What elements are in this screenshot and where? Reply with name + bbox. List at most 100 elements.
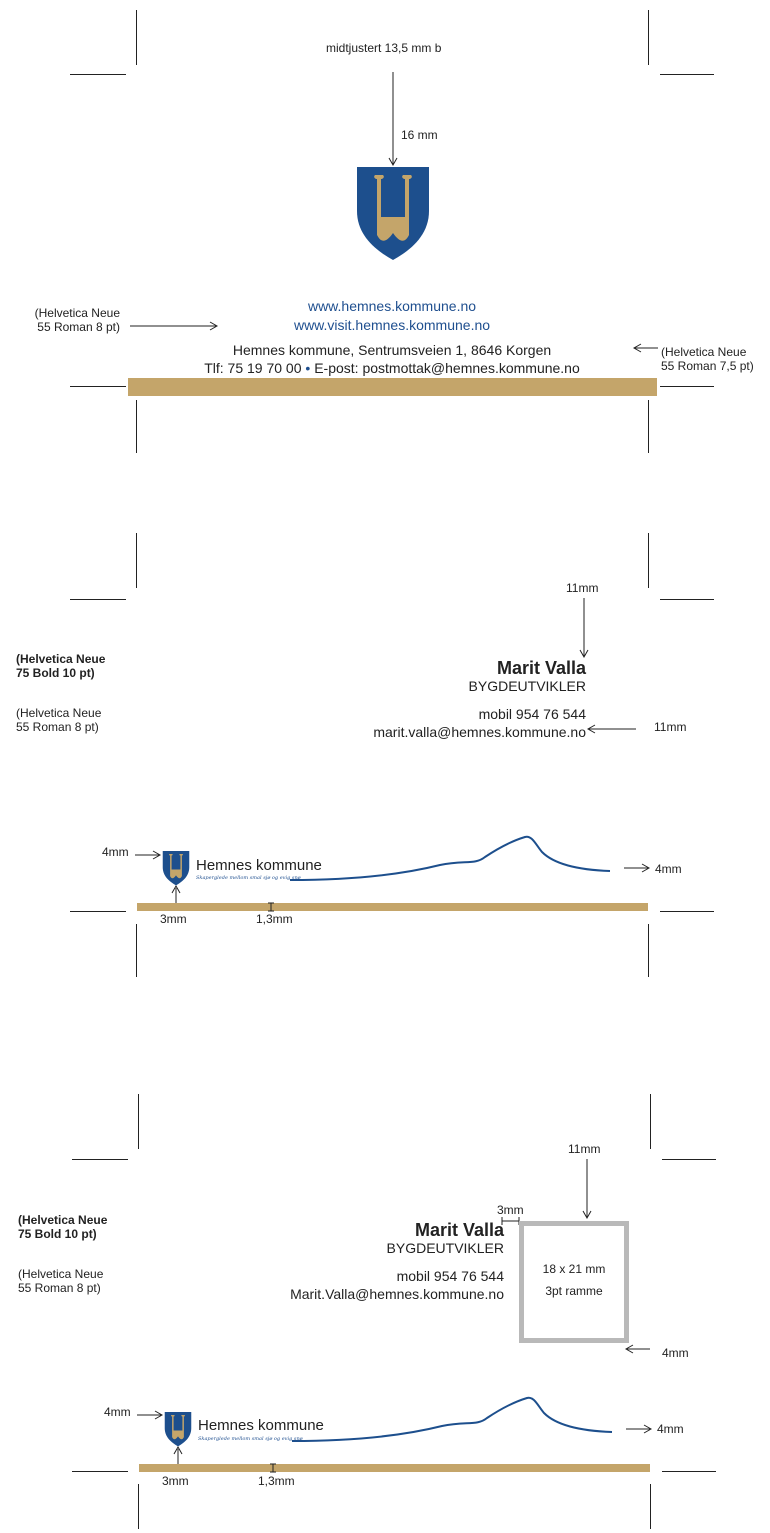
person-title: BYGDEUTVIKLER [468,678,586,694]
person-mobile: mobil 954 76 544 [478,706,586,722]
crop-mark [138,1484,139,1529]
band-height-label: 1,3mm [256,912,293,926]
font-note-line: (Helvetica Neue [16,706,102,720]
crop-mark [136,400,137,453]
crop-mark [662,1159,716,1160]
phone: Tlf: 75 19 70 00 [204,360,302,376]
logo-top-margin-label: 4mm [104,1405,131,1419]
crop-mark [650,1094,651,1149]
logo-right-margin-label: 4mm [655,862,682,876]
person-mobile: mobil 954 76 544 [396,1268,504,1284]
crop-mark [70,599,126,600]
crop-mark [650,1484,651,1529]
coat-of-arms-icon [162,851,190,886]
font-note-line: 55 Roman 8 pt) [37,320,120,334]
arrow-icon [626,1424,653,1434]
coat-of-arms-icon [357,167,429,260]
arrow-icon [130,321,219,331]
web-link-2[interactable]: www.visit.hemnes.kommune.no [293,317,491,333]
arrow-icon [586,724,636,734]
crop-mark [70,386,126,387]
person-email[interactable]: Marit.Valla@hemnes.kommune.no [290,1286,504,1302]
person-email[interactable]: marit.valla@hemnes.kommune.no [373,724,586,740]
logo-tagline: Skaperglede mellom smal sjø og evig snø [198,1436,303,1442]
font-note-right: (Helvetica Neue 55 Roman 7,5 pt) [661,345,754,373]
font-note-regular: (Helvetica Neue 55 Roman 8 pt) [16,706,101,734]
wave-decoration [291,1396,613,1442]
logo-wordmark: Hemnes kommune [198,1417,324,1434]
card-text-block: Marit Valla BYGDEUTVIKLER mobil 954 76 5… [290,658,586,741]
font-note-bold: (Helvetica Neue 75 Bold 10 pt) [18,1213,107,1241]
person-title: BYGDEUTVIKLER [386,1240,504,1256]
crop-mark [72,1159,128,1160]
crop-mark [72,1471,128,1472]
font-note-line: 75 Bold 10 pt) [18,1227,97,1241]
arrow-icon [624,863,651,873]
logo-top-margin-label: 4mm [102,845,129,859]
logo-bottom-margin-label: 3mm [162,1474,189,1488]
crop-mark [70,74,126,75]
arrow-icon [135,850,162,860]
person-name: Marit Valla [414,1220,504,1240]
band-height-marker [270,1463,276,1473]
gap-label: 3mm [497,1203,524,1217]
font-note-line: (Helvetica Neue [661,345,747,359]
arrow-icon [582,1159,592,1220]
top-gap-label: 16 mm [401,128,438,142]
crop-mark [70,911,126,912]
arrow-icon [632,343,658,353]
crop-mark [660,911,714,912]
crop-mark [648,533,649,588]
crop-mark [648,400,649,453]
font-note-line: 55 Roman 7,5 pt) [661,359,754,373]
font-note-line: (Helvetica Neue [18,1267,104,1281]
font-note-line: (Helvetica Neue [16,652,106,666]
logo-bottom-margin-label: 3mm [160,912,187,926]
logo-tagline: Skaperglede mellom smal sjø og evig snø [196,875,301,881]
card-text-block: Marit Valla BYGDEUTVIKLER mobil 954 76 5… [216,1220,504,1303]
photo-frame: 18 x 21 mm 3pt ramme [519,1221,629,1343]
font-note-line: 75 Bold 10 pt) [16,666,95,680]
arrow-icon [579,598,589,659]
coat-of-arms-icon [164,1412,192,1447]
font-note-regular: (Helvetica Neue 55 Roman 8 pt) [18,1267,103,1295]
gold-band [139,1464,650,1472]
logo-right-margin-label: 4mm [657,1422,684,1436]
font-note-line: (Helvetica Neue [18,1213,108,1227]
person-name: Marit Valla [496,658,586,678]
crop-mark [136,924,137,977]
font-note-left: (Helvetica Neue 55 Roman 8 pt) [10,306,120,334]
crop-mark [660,74,714,75]
wave-decoration [289,835,611,881]
top-note: midtjustert 13,5 mm b [326,41,442,55]
photo-frame-label: 3pt ramme [545,1284,603,1298]
email[interactable]: E-post: postmottak@hemnes.kommune.no [314,360,580,376]
font-note-line: 55 Roman 8 pt) [16,720,99,734]
logo-wordmark: Hemnes kommune [196,857,322,874]
bottom-margin-label: 4mm [662,1346,689,1360]
top-margin-label: 11mm [568,1142,601,1156]
crop-mark [136,533,137,588]
web-link-1[interactable]: www.hemnes.kommune.no [307,298,477,314]
crop-mark [138,1094,139,1149]
address: Hemnes kommune, Sentrumsveien 1, 8646 Ko… [232,342,552,358]
gold-band [128,378,657,396]
font-note-line: 55 Roman 8 pt) [18,1281,101,1295]
gap-marker [501,1217,520,1225]
crop-mark [660,599,714,600]
crop-mark [662,1471,716,1472]
right-margin-label: 11mm [654,720,687,734]
photo-size-label: 18 x 21 mm [542,1262,606,1276]
font-note-line: (Helvetica Neue [34,306,120,320]
arrow-icon [624,1344,650,1354]
band-height-label: 1,3mm [258,1474,295,1488]
top-margin-label: 11mm [566,581,599,595]
arrow-icon [137,1410,164,1420]
crop-mark [136,10,137,65]
gold-band [137,903,648,911]
bullet: • [305,360,311,376]
font-note-bold: (Helvetica Neue 75 Bold 10 pt) [16,652,105,680]
arrow-icon [388,72,398,167]
band-height-marker [268,902,274,912]
crop-mark [648,924,649,977]
